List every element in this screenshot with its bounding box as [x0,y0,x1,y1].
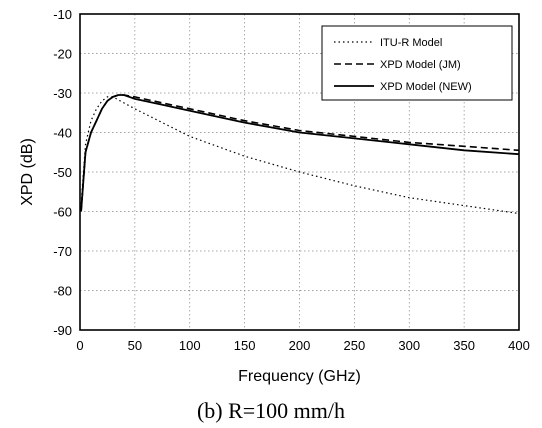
x-tick-label: 300 [398,338,420,353]
x-tick-label: 200 [289,338,311,353]
y-tick-label: -90 [53,323,72,338]
chart-series [80,94,520,215]
series-line-2 [80,94,520,212]
series-line-1 [80,96,520,215]
y-tick-label: -60 [53,205,72,220]
legend: ITU-R Model XPD Model (JM) XPD Model (NEW) [321,25,513,101]
x-tick-label: 0 [76,338,83,353]
x-tick-labels: 0 50 100 150 200 250 300 350 400 [76,338,529,353]
y-tick-label: -40 [53,126,72,141]
y-tick-label: -20 [53,47,72,62]
y-tick-label: -70 [53,244,72,259]
series-line-3 [80,94,520,212]
y-tick-label: -10 [53,7,72,22]
x-axis-label: Frequency (GHz) [238,368,361,385]
legend-label-3: XPD Model (NEW) [380,81,472,93]
legend-box [321,25,513,101]
figure-caption: (b) R=100 mm/h [196,398,346,423]
plot-frame [79,13,520,331]
y-tick-labels: -10 -20 -30 -40 -50 -60 -70 -80 -90 [53,7,72,338]
x-tick-label: 350 [453,338,475,353]
x-tick-label: 50 [128,338,142,353]
x-tick-label: 150 [234,338,256,353]
x-tick-label: 400 [508,338,530,353]
y-axis-label: XPD (dB) [19,138,36,206]
x-tick-label: 250 [344,338,366,353]
y-tick-label: -50 [53,165,72,180]
legend-label-1: ITU-R Model [380,37,442,49]
legend-label-2: XPD Model (JM) [380,59,461,71]
y-tick-label: -80 [53,284,72,299]
x-tick-label: 100 [179,338,201,353]
y-tick-label: -30 [53,86,72,101]
